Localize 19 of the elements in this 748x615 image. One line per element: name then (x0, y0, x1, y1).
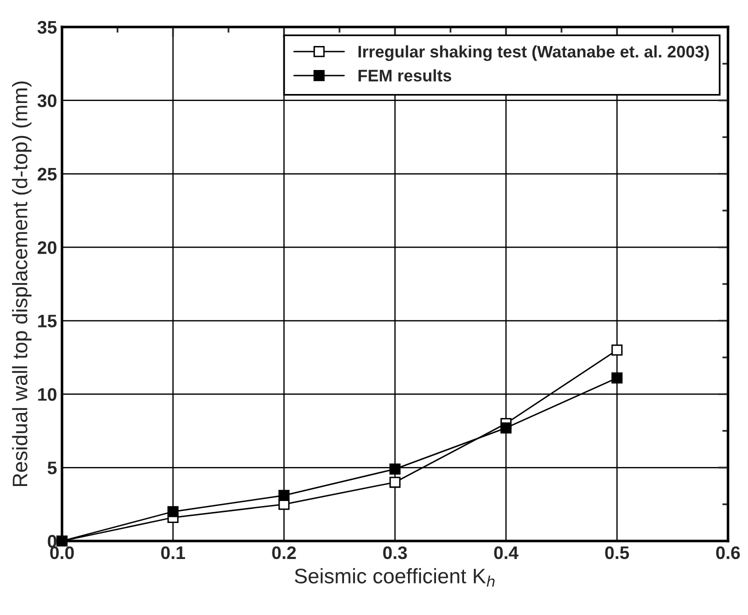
x-tick-label: 0.0 (50, 546, 74, 560)
x-tick-label: 0.2 (272, 546, 296, 560)
y-tick-label: 25 (38, 168, 57, 181)
x-tick-label: 0.5 (605, 546, 630, 560)
x-tick-label: 0.1 (161, 546, 186, 560)
y-tick-label: 0 (48, 534, 56, 548)
x-axis-title: Seismic coefficient K$_{h}$ (294, 568, 495, 587)
y-tick-label: 10 (38, 388, 56, 401)
legend-label: Irregular shaking test (Watanabe et. al. 2003) (358, 45, 709, 61)
y-tick-label: 20 (38, 241, 56, 254)
y-tick-label: 35 (37, 20, 57, 34)
x-tick-label: 0.3 (383, 546, 407, 560)
x-tick-label: 0.4 (494, 546, 518, 560)
x-tick-label: 0.6 (716, 546, 740, 560)
y-tick-label: 15 (38, 314, 57, 328)
y-axis-title: Residual wall top displacement (d-top) (mm) (12, 82, 32, 486)
y-tick-label: 5 (48, 462, 57, 474)
legend-label: FEM results (358, 69, 452, 82)
y-tick-label: 30 (37, 94, 56, 108)
